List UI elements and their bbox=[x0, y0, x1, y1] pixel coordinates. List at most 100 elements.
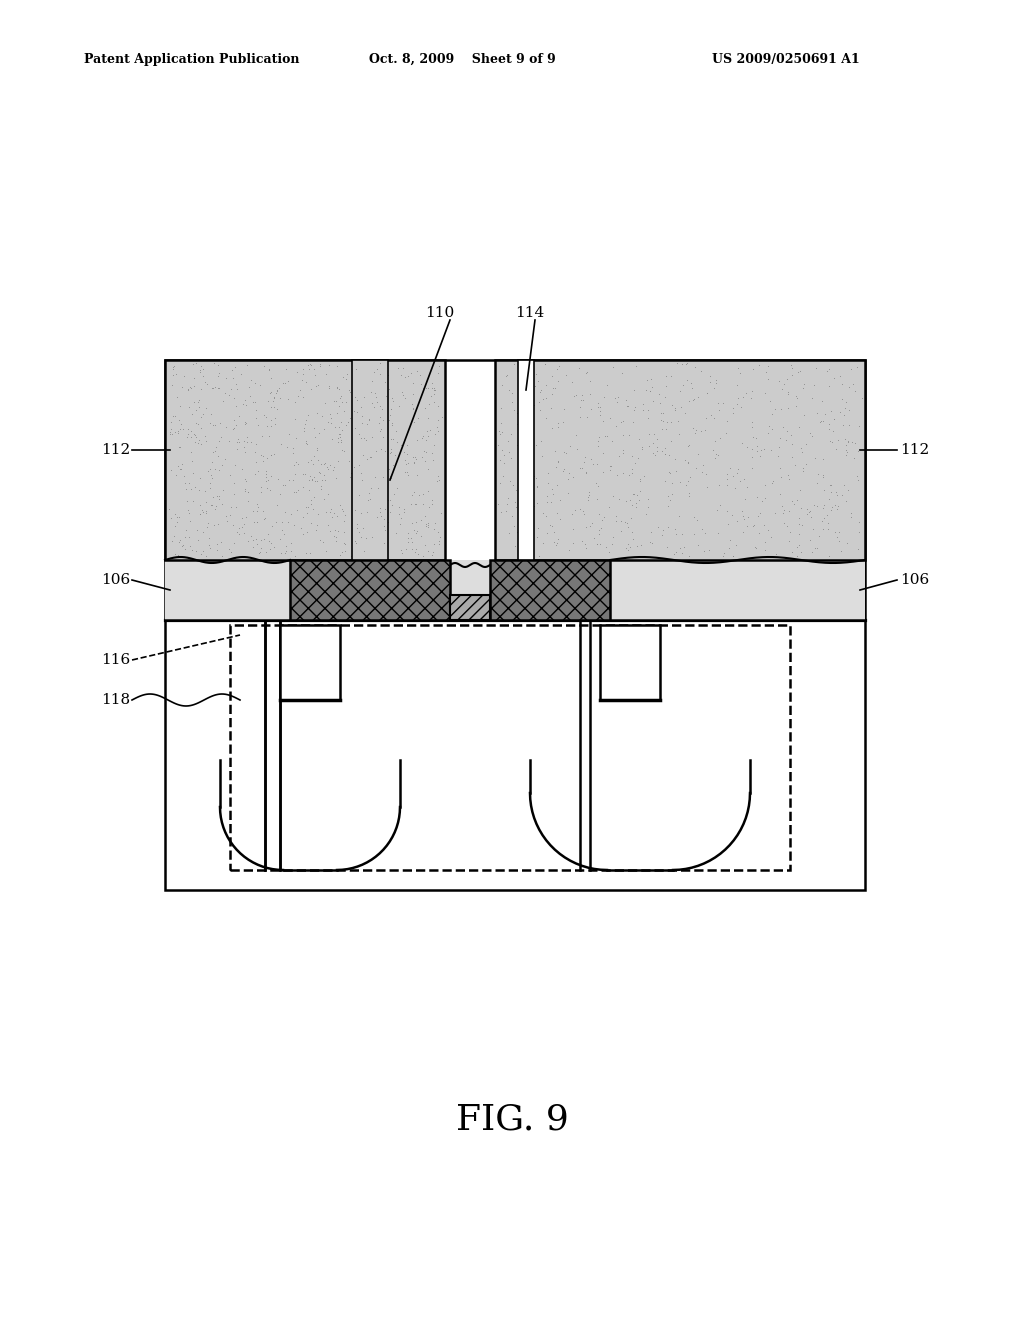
Point bbox=[525, 395, 542, 416]
Point bbox=[263, 445, 280, 466]
Point bbox=[496, 453, 512, 474]
Point bbox=[594, 510, 610, 531]
Point bbox=[763, 527, 779, 548]
Point bbox=[653, 524, 670, 545]
Point bbox=[252, 445, 268, 466]
Point bbox=[333, 429, 349, 450]
Point bbox=[732, 362, 749, 383]
Point bbox=[709, 370, 725, 391]
Point bbox=[301, 479, 317, 500]
Point bbox=[622, 465, 638, 486]
Point bbox=[549, 359, 565, 380]
Point bbox=[783, 364, 800, 385]
Point bbox=[248, 434, 264, 455]
Point bbox=[424, 442, 440, 463]
Point bbox=[249, 511, 265, 532]
Point bbox=[225, 483, 242, 504]
Point bbox=[564, 467, 581, 488]
Point bbox=[743, 416, 760, 437]
Point bbox=[302, 466, 318, 487]
Point bbox=[353, 527, 370, 548]
Point bbox=[835, 414, 851, 436]
Point bbox=[662, 462, 678, 483]
Point bbox=[637, 379, 653, 400]
Point bbox=[262, 479, 279, 500]
Point bbox=[590, 430, 606, 451]
Point bbox=[312, 453, 329, 474]
Point bbox=[230, 405, 247, 426]
Point bbox=[269, 469, 286, 490]
Point bbox=[427, 512, 443, 533]
Point bbox=[510, 404, 526, 425]
Point bbox=[328, 467, 344, 488]
Point bbox=[262, 409, 279, 430]
Point bbox=[831, 531, 848, 552]
Point bbox=[241, 491, 257, 512]
Point bbox=[681, 391, 697, 412]
Point bbox=[418, 515, 434, 536]
Point bbox=[744, 412, 761, 433]
Point bbox=[678, 474, 694, 495]
Point bbox=[274, 372, 291, 393]
Point bbox=[625, 459, 641, 480]
Point bbox=[316, 470, 333, 491]
Point bbox=[791, 535, 807, 556]
Point bbox=[295, 358, 311, 379]
Point bbox=[263, 416, 280, 437]
Point bbox=[328, 391, 344, 412]
Point bbox=[336, 441, 352, 462]
Point bbox=[270, 378, 287, 399]
Point bbox=[596, 507, 612, 528]
Point bbox=[685, 417, 701, 438]
Point bbox=[408, 494, 424, 515]
Point bbox=[425, 541, 441, 562]
Point bbox=[317, 502, 334, 523]
Point bbox=[184, 540, 201, 561]
Point bbox=[710, 523, 726, 544]
Point bbox=[591, 524, 607, 545]
Point bbox=[632, 480, 648, 502]
Point bbox=[214, 479, 230, 500]
Point bbox=[667, 544, 683, 565]
Point bbox=[198, 425, 214, 446]
Point bbox=[207, 458, 223, 479]
Point bbox=[807, 447, 823, 469]
Point bbox=[406, 403, 422, 424]
Point bbox=[388, 523, 404, 544]
Point bbox=[164, 531, 180, 552]
Point bbox=[258, 463, 274, 484]
Point bbox=[374, 399, 390, 420]
Point bbox=[625, 483, 641, 504]
Point bbox=[726, 478, 742, 499]
Point bbox=[332, 494, 348, 515]
Point bbox=[323, 499, 339, 520]
Point bbox=[324, 507, 340, 528]
Point bbox=[195, 358, 211, 379]
Point bbox=[392, 508, 409, 529]
Point bbox=[530, 545, 547, 566]
Point bbox=[540, 473, 556, 494]
Point bbox=[546, 532, 562, 553]
Point bbox=[505, 474, 521, 495]
Point bbox=[332, 424, 348, 445]
Point bbox=[227, 414, 244, 436]
Point bbox=[373, 426, 389, 447]
Point bbox=[409, 523, 425, 544]
Point bbox=[617, 511, 634, 532]
Point bbox=[174, 378, 190, 399]
Bar bbox=[280, 624, 340, 700]
Point bbox=[327, 503, 343, 524]
Point bbox=[511, 466, 527, 487]
Point bbox=[548, 457, 564, 478]
Point bbox=[311, 462, 328, 483]
Point bbox=[373, 364, 389, 385]
Point bbox=[355, 428, 372, 449]
Point bbox=[512, 535, 528, 556]
Point bbox=[172, 458, 188, 479]
Point bbox=[847, 380, 863, 401]
Point bbox=[202, 537, 218, 558]
Point bbox=[261, 539, 278, 560]
Point bbox=[687, 420, 703, 441]
Point bbox=[406, 520, 422, 541]
Point bbox=[404, 539, 421, 560]
